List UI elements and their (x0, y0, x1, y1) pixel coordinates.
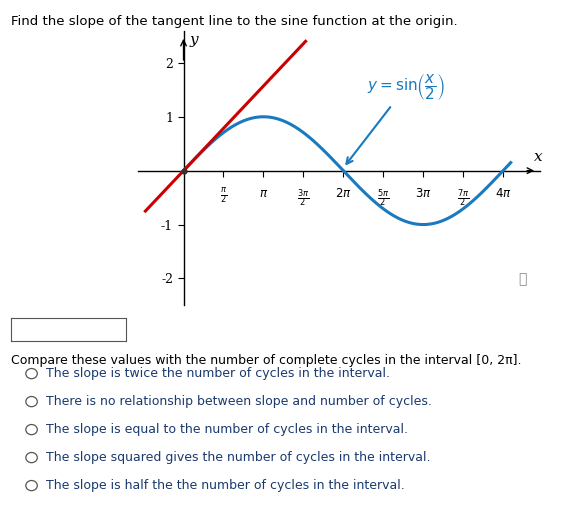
Text: $\frac{7\pi}{2}$: $\frac{7\pi}{2}$ (457, 187, 470, 209)
Text: $\pi$: $\pi$ (259, 187, 268, 200)
Text: $\frac{5\pi}{2}$: $\frac{5\pi}{2}$ (377, 187, 389, 209)
Text: y: y (190, 33, 199, 47)
Text: $2\pi$: $2\pi$ (335, 187, 352, 200)
Text: $y = \sin\!\left(\dfrac{x}{2}\right)$: $y = \sin\!\left(\dfrac{x}{2}\right)$ (347, 72, 445, 164)
Text: $3\pi$: $3\pi$ (415, 187, 432, 200)
Text: ⓘ: ⓘ (518, 272, 527, 287)
Text: The slope squared gives the number of cycles in the interval.: The slope squared gives the number of cy… (46, 451, 431, 464)
Text: Compare these values with the number of complete cycles in the interval [0, 2π].: Compare these values with the number of … (11, 354, 522, 367)
Text: x: x (534, 150, 542, 164)
Text: The slope is twice the number of cycles in the interval.: The slope is twice the number of cycles … (46, 367, 390, 380)
Text: Find the slope of the tangent line to the sine function at the origin.: Find the slope of the tangent line to th… (11, 15, 458, 29)
Text: $4\pi$: $4\pi$ (495, 187, 511, 200)
Text: The slope is equal to the number of cycles in the interval.: The slope is equal to the number of cycl… (46, 423, 408, 436)
Text: $\frac{\pi}{2}$: $\frac{\pi}{2}$ (220, 187, 227, 206)
Text: The slope is half the the number of cycles in the interval.: The slope is half the the number of cycl… (46, 479, 405, 492)
Text: There is no relationship between slope and number of cycles.: There is no relationship between slope a… (46, 395, 432, 408)
Text: $\frac{3\pi}{2}$: $\frac{3\pi}{2}$ (297, 187, 309, 209)
